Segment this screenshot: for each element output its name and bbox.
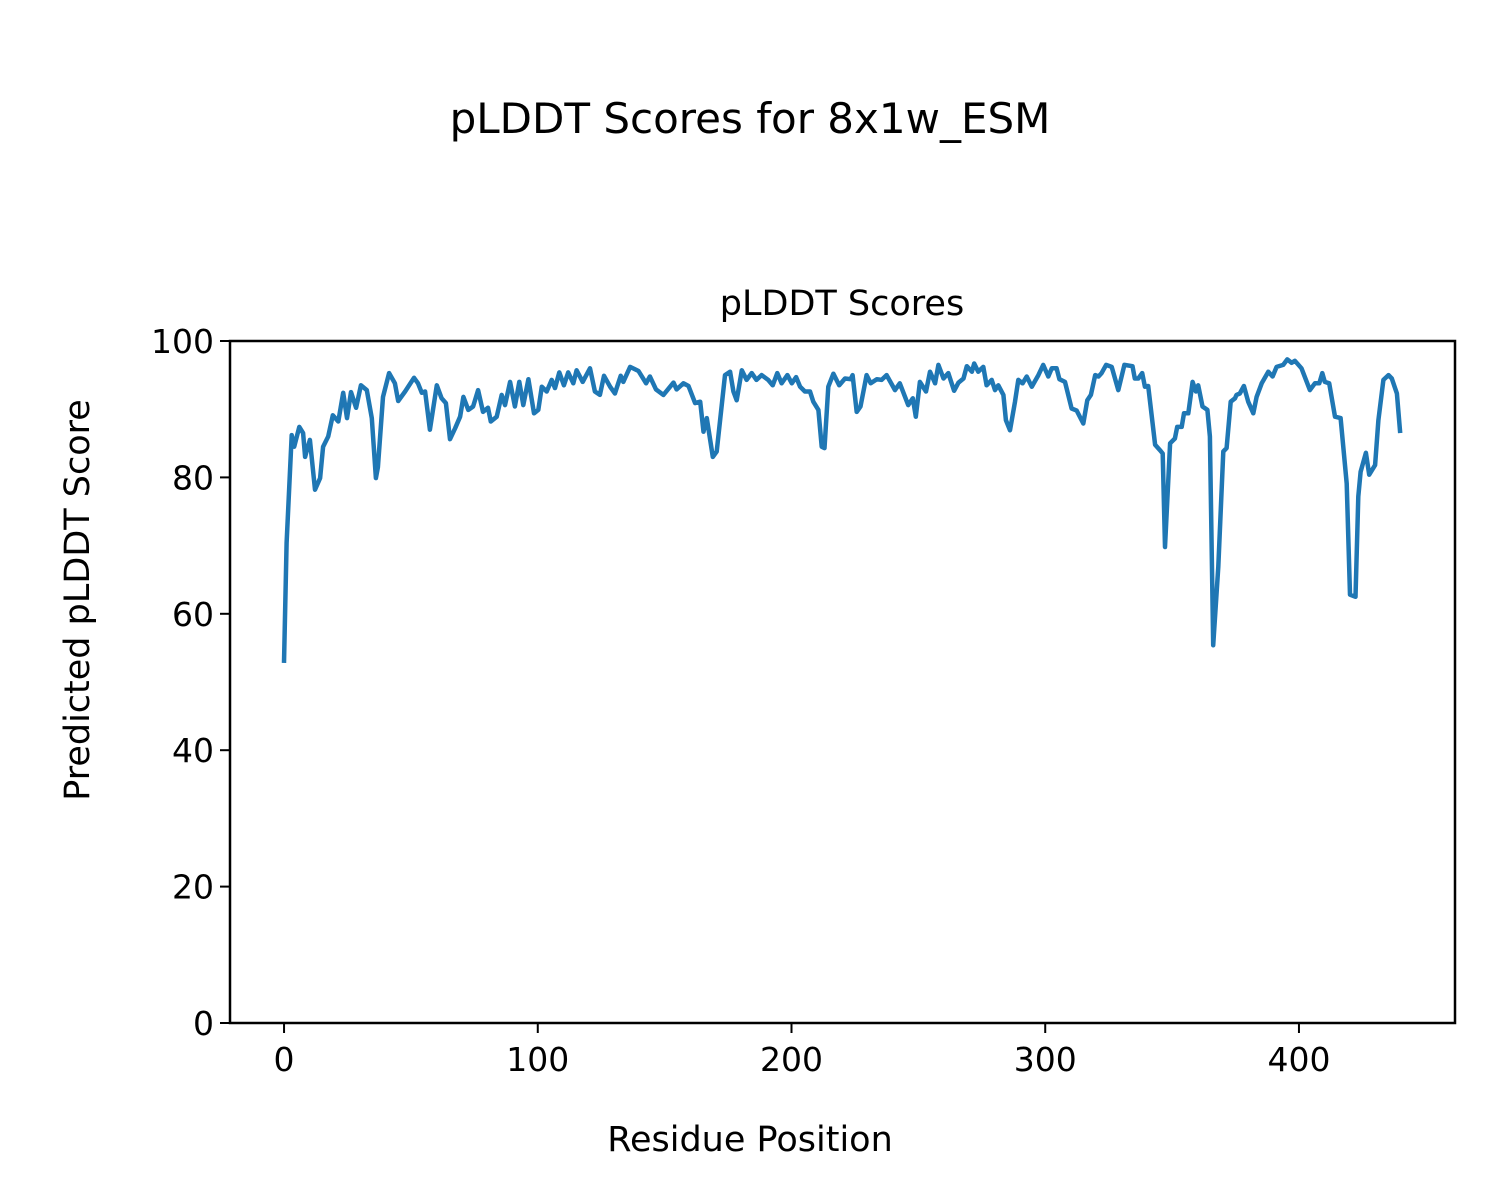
series-line-pldt — [281, 357, 1403, 663]
y-tick-label: 60 — [172, 595, 214, 634]
y-axis-label: Predicted pLDDT Score — [58, 399, 98, 801]
x-axis-label: Residue Position — [607, 1120, 893, 1160]
y-tick-label: 0 — [193, 1004, 214, 1043]
figure-suptitle: pLDDT Scores for 8x1w_ESM — [450, 94, 1051, 143]
x-tick-label: 0 — [274, 1040, 295, 1079]
x-tick-label: 400 — [1267, 1040, 1330, 1079]
y-tick-label: 100 — [151, 322, 214, 361]
axes-title: pLDDT Scores — [720, 284, 964, 324]
x-tick-label: 300 — [1014, 1040, 1077, 1079]
x-tick-label: 100 — [506, 1040, 569, 1079]
x-tick-label: 200 — [760, 1040, 823, 1079]
y-tick-label: 40 — [172, 731, 214, 770]
y-tick-label: 20 — [172, 868, 214, 907]
axes-frame — [228, 339, 1457, 1025]
y-tick-label: 80 — [172, 458, 214, 497]
